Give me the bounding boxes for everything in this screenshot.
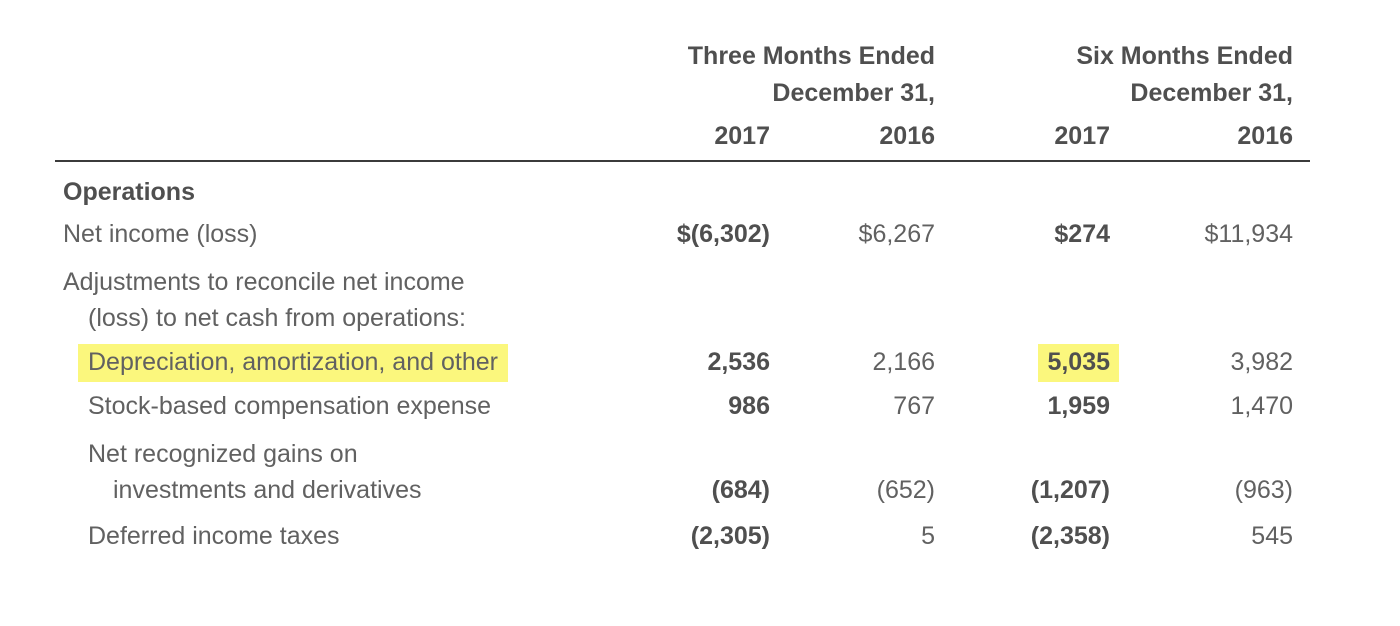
table-row-stock-compensation: Stock-based compensation expense 986 767…: [55, 380, 1310, 424]
section-row-operations: Operations: [55, 161, 1310, 210]
gains-3mo-2017: (684): [711, 476, 770, 504]
depreciation-6mo-2016: 3,982: [1230, 348, 1294, 376]
three-months-date-line: December 31,: [772, 79, 936, 107]
section-row-empty-cells: [640, 161, 1310, 210]
year-three-months-2016: 2016: [770, 112, 936, 162]
six-months-ended-title: Six Months Ended: [1076, 42, 1294, 70]
stock-comp-label: Stock-based compensation expense: [88, 392, 492, 420]
table-row-adjustments: Adjustments to reconcile net income (los…: [55, 252, 1310, 336]
cash-flow-operations-table: Three Months Ended December 31, Six Mont…: [55, 38, 1311, 554]
stock-comp-3mo-2016: 767: [893, 392, 936, 420]
deferred-taxes-label: Deferred income taxes: [88, 522, 340, 550]
depreciation-6mo-2017-highlight: 5,035: [1038, 344, 1120, 382]
year-six-months-2016: 2016: [1110, 112, 1311, 162]
net-income-3mo-2017: $(6,302): [676, 220, 770, 248]
net-income-label: Net income (loss): [63, 220, 258, 248]
net-income-3mo-2016: $6,267: [858, 220, 936, 248]
depreciation-6mo-2017: 5,035: [935, 336, 1120, 382]
net-income-6mo-2017: $274: [1054, 220, 1111, 248]
header-spacer-cell: [55, 38, 640, 112]
section-title-operations: Operations: [63, 178, 195, 206]
stock-comp-6mo-2017: 1,959: [1047, 392, 1111, 420]
header-years-row: 2017 2016 2017 2016: [55, 112, 1311, 162]
header-group-six-months: Six Months Ended December 31,: [935, 38, 1310, 112]
net-income-6mo-2016: $11,934: [1204, 220, 1294, 248]
adjustments-label-line1: Adjustments to reconcile net income: [63, 268, 465, 296]
gains-6mo-2017: (1,207): [1030, 476, 1111, 504]
header-group-three-months: Three Months Ended December 31,: [640, 38, 935, 112]
gains-3mo-2016: (652): [876, 476, 936, 504]
table-row-depreciation: Depreciation, amortization, and other 2,…: [55, 336, 1310, 382]
deferred-taxes-6mo-2016: 545: [1251, 522, 1294, 550]
depreciation-3mo-2017: 2,536: [707, 348, 770, 376]
years-spacer-cell: [55, 112, 640, 162]
gains-6mo-2016: (963): [1234, 476, 1294, 504]
table-row-net-recognized-gains: Net recognized gains on investments and …: [55, 424, 1310, 508]
year-six-months-2017: 2017: [935, 112, 1111, 162]
gains-label-line1: Net recognized gains on: [88, 440, 358, 468]
deferred-taxes-3mo-2017: (2,305): [690, 522, 770, 550]
header-period-row: Three Months Ended December 31, Six Mont…: [55, 38, 1310, 112]
depreciation-label-highlight: Depreciation, amortization, and other: [78, 344, 508, 382]
stock-comp-3mo-2017: 986: [728, 392, 770, 420]
table-row-net-income: Net income (loss) $(6,302) $6,267 $274 $…: [55, 210, 1310, 252]
table-row-deferred-income-taxes: Deferred income taxes (2,305) 5 (2,358) …: [55, 508, 1310, 554]
gains-label-line2: investments and derivatives: [113, 476, 422, 504]
year-three-months-2017: 2017: [640, 112, 770, 162]
three-months-ended-title: Three Months Ended: [687, 42, 936, 70]
depreciation-label-cell: Depreciation, amortization, and other: [55, 336, 640, 382]
gains-label: Net recognized gains on investments and …: [55, 424, 640, 508]
stock-comp-6mo-2016: 1,470: [1230, 392, 1294, 420]
depreciation-3mo-2016: 2,166: [872, 348, 936, 376]
adjustments-label-line2: (loss) to net cash from operations:: [88, 304, 466, 332]
adjustments-label: Adjustments to reconcile net income (los…: [55, 252, 640, 336]
deferred-taxes-3mo-2016: 5: [921, 522, 936, 550]
six-months-date-line: December 31,: [1130, 79, 1294, 107]
deferred-taxes-6mo-2017: (2,358): [1030, 522, 1111, 550]
